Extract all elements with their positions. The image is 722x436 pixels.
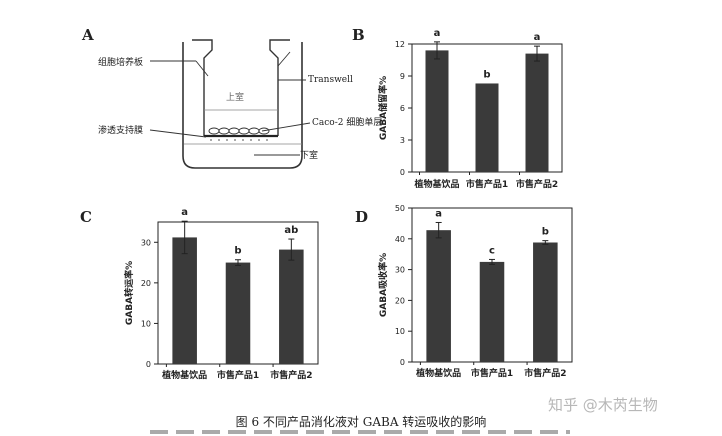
y-tick-label: 10 (395, 327, 405, 336)
category-label: 植物基饮品 (415, 367, 461, 379)
category-label: 植物基饮品 (413, 178, 459, 190)
cut-off-text-line (150, 430, 570, 434)
y-tick-label: 0 (400, 358, 405, 367)
y-tick-label: 20 (141, 279, 151, 288)
panel-label-b: B (352, 26, 365, 44)
y-tick-label: 30 (141, 238, 151, 247)
leader-membrane (149, 129, 207, 138)
y-axis-label: GABA吸收率% (377, 253, 389, 317)
significance-letter: a (434, 28, 441, 39)
y-tick-label: 12 (395, 40, 405, 49)
transwell-diagram: A 组胞培养板 Transwell 上室 Caco-2 细胞单层 (81, 26, 382, 169)
bar (425, 50, 449, 172)
significance-letter: a (435, 208, 442, 219)
significance-letter: ab (284, 225, 298, 236)
leader-monolayer (261, 122, 311, 132)
label-membrane: 渗透支持膜 (98, 124, 143, 136)
significance-letter: b (542, 227, 549, 238)
y-tick-label: 10 (141, 319, 151, 328)
y-tick-label: 6 (400, 104, 405, 113)
bar (279, 249, 304, 364)
panel-label-a: A (81, 26, 94, 44)
chart-c-transport: 0 10 20 30 GABA转运率% a 植物基饮品 b 市售产品1 ab 市售产品2 (123, 207, 319, 381)
panel-label-c: C (80, 208, 92, 226)
y-tick-label: 9 (400, 72, 405, 81)
bar (479, 261, 505, 362)
bar (172, 237, 197, 364)
watermark-text: 知乎 @木芮生物 (548, 396, 658, 414)
insert-left-wall (192, 39, 213, 136)
figure-caption: 图 6 不同产品消化液对 GABA 转运吸收的影响 (235, 415, 487, 429)
category-label: 市售产品1 (471, 367, 513, 379)
category-label: 市售产品2 (516, 178, 558, 190)
significance-letter: a (181, 207, 188, 218)
significance-letter: c (489, 245, 495, 256)
label-lower-chamber: 下室 (300, 149, 318, 161)
label-transwell: Transwell (308, 75, 353, 85)
chart-d-absorption: 0 10 20 30 40 50 GABA吸收率% a 植物基饮品 c 市售产品1 b 市售产品2 (377, 204, 573, 379)
y-tick-label: 50 (395, 204, 405, 213)
chart-b-retention: 0 3 6 9 12 GABA储留率% a 植物基饮品 b 市售产品1 a 市售产品2 (377, 28, 563, 190)
bar (525, 53, 549, 172)
bar (426, 230, 451, 362)
category-label: 植物基饮品 (161, 369, 207, 381)
bar (475, 83, 499, 172)
bar (533, 242, 558, 362)
y-tick-label: 20 (395, 296, 405, 305)
label-culture-plate: 组胞培养板 (98, 56, 143, 68)
y-axis-label: GABA储留率% (377, 76, 389, 140)
y-tick-label: 30 (395, 266, 405, 275)
y-tick-label: 40 (395, 235, 405, 244)
leader-medium-diag (195, 60, 209, 77)
y-axis-label: GABA转运率% (123, 261, 135, 325)
y-tick-label: 0 (400, 168, 405, 177)
category-label: 市售产品2 (524, 367, 566, 379)
outer-well (182, 42, 303, 169)
category-label: 市售产品1 (217, 369, 259, 381)
panel-label-d: D (355, 208, 368, 226)
category-label: 市售产品1 (466, 178, 508, 190)
significance-letter: b (234, 246, 241, 257)
y-tick-label: 3 (400, 136, 405, 145)
label-upper-chamber: 上室 (226, 91, 244, 103)
bar (225, 262, 251, 364)
label-monolayer: Caco-2 细胞单层 (312, 116, 382, 128)
significance-letter: b (483, 69, 490, 80)
leader-transwell-diag (277, 51, 291, 67)
category-label: 市售产品2 (270, 369, 312, 381)
insert-right-wall (269, 39, 290, 136)
y-tick-label: 0 (146, 360, 151, 369)
significance-letter: a (534, 32, 541, 43)
cell-monolayer (208, 127, 270, 135)
